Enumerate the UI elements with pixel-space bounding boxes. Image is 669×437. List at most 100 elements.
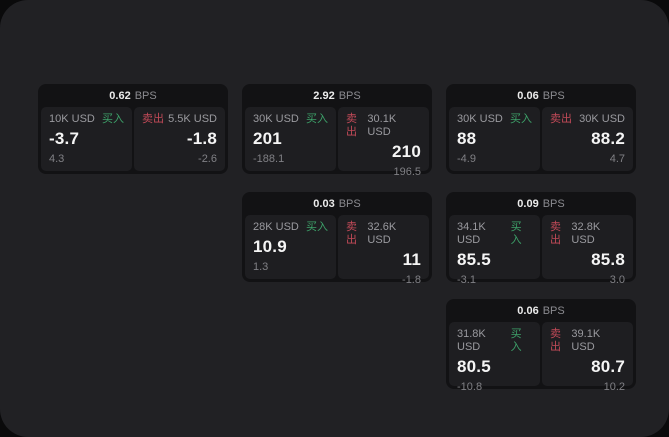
- sell-delta: -2.6: [198, 153, 217, 165]
- buy-quote-panel[interactable]: 30K USD 买入 201 -188.1: [245, 107, 336, 171]
- buy-delta: -3.1: [457, 274, 476, 286]
- sell-panel-top: 卖出 32.8K USD: [550, 221, 625, 247]
- buy-panel-top: 30K USD 买入: [457, 113, 532, 126]
- sell-label: 卖出: [346, 113, 357, 138]
- bps-value: 0.03: [313, 197, 335, 210]
- card-header: 0.62 BPS: [38, 84, 228, 107]
- buy-delta: -188.1: [253, 153, 285, 165]
- bps-unit-label: BPS: [542, 197, 565, 210]
- bps-unit-label: BPS: [338, 197, 361, 210]
- buy-panel-top: 31.8K USD 买入: [457, 328, 532, 354]
- bps-value: 0.06: [517, 89, 539, 102]
- sell-quote-panel[interactable]: 卖出 30.1K USD 210 196.5: [338, 107, 429, 178]
- buy-panel-top: 30K USD 买入: [253, 113, 328, 126]
- quote-panels: 10K USD 买入 -3.7 4.3 卖出 5.5K USD -1.8 -2.…: [38, 107, 228, 174]
- quote-card: 0.09 BPS 34.1K USD 买入 85.5 -3.1 卖出 32.8K…: [446, 192, 636, 286]
- buy-price: 201: [253, 129, 282, 148]
- buy-delta: -4.9: [457, 153, 476, 165]
- buy-price: -3.7: [49, 129, 80, 148]
- sell-quote-panel[interactable]: 卖出 32.8K USD 85.8 3.0: [542, 215, 633, 286]
- buy-delta: 1.3: [253, 261, 269, 273]
- card-header: 2.92 BPS: [242, 84, 432, 107]
- buy-notional: 31.8K USD: [457, 328, 486, 353]
- buy-quote-panel[interactable]: 10K USD 买入 -3.7 4.3: [41, 107, 132, 171]
- sell-panel-top: 卖出 39.1K USD: [550, 328, 625, 354]
- buy-label: 买入: [510, 113, 532, 125]
- quote-panels: 31.8K USD 买入 80.5 -10.8 卖出 39.1K USD 80.…: [446, 322, 636, 393]
- quote-card: 0.06 BPS 30K USD 买入 88 -4.9 卖出 30K USD 8…: [446, 84, 636, 174]
- quote-card: 0.62 BPS 10K USD 买入 -3.7 4.3 卖出 5.5K USD…: [38, 84, 228, 174]
- sell-notional: 32.8K USD: [571, 221, 601, 246]
- bps-unit-label: BPS: [134, 89, 157, 102]
- buy-label: 买入: [306, 221, 328, 233]
- sell-price: 210: [392, 142, 421, 161]
- sell-label: 卖出: [550, 328, 561, 353]
- quote-card: 2.92 BPS 30K USD 买入 201 -188.1 卖出 30.1K …: [242, 84, 432, 178]
- bps-value: 2.92: [313, 89, 335, 102]
- buy-delta: 4.3: [49, 153, 65, 165]
- card-header: 0.09 BPS: [446, 192, 636, 215]
- sell-notional: 5.5K USD: [168, 113, 217, 125]
- sell-panel-top: 卖出 30K USD: [550, 113, 625, 126]
- sell-label: 卖出: [550, 221, 561, 246]
- sell-panel-top: 卖出 30.1K USD: [346, 113, 421, 139]
- buy-notional: 30K USD: [457, 113, 503, 125]
- buy-label: 买入: [306, 113, 328, 125]
- card-header: 0.06 BPS: [446, 299, 636, 322]
- buy-quote-panel[interactable]: 31.8K USD 买入 80.5 -10.8: [449, 322, 540, 393]
- sell-quote-panel[interactable]: 卖出 39.1K USD 80.7 10.2: [542, 322, 633, 393]
- sell-notional: 32.6K USD: [367, 221, 397, 246]
- buy-label: 买入: [102, 113, 124, 125]
- sell-quote-panel[interactable]: 卖出 5.5K USD -1.8 -2.6: [134, 107, 225, 171]
- sell-price: 88.2: [591, 129, 625, 148]
- sell-panel-top: 卖出 32.6K USD: [346, 221, 421, 247]
- sell-delta: 10.2: [603, 381, 625, 393]
- quote-card: 0.03 BPS 28K USD 买入 10.9 1.3 卖出 32.6K US…: [242, 192, 432, 286]
- sell-quote-panel[interactable]: 卖出 30K USD 88.2 4.7: [542, 107, 633, 171]
- buy-price: 85.5: [457, 250, 491, 269]
- sell-label: 卖出: [142, 113, 164, 125]
- card-header: 0.03 BPS: [242, 192, 432, 215]
- sell-delta: -1.8: [402, 274, 421, 286]
- sell-price: -1.8: [186, 129, 217, 148]
- card-header: 0.06 BPS: [446, 84, 636, 107]
- sell-delta: 4.7: [609, 153, 625, 165]
- sell-notional: 30K USD: [579, 113, 625, 125]
- quote-card: 0.06 BPS 31.8K USD 买入 80.5 -10.8 卖出 39.1…: [446, 299, 636, 393]
- sell-delta: 196.5: [393, 166, 421, 178]
- sell-quote-panel[interactable]: 卖出 32.6K USD 11 -1.8: [338, 215, 429, 286]
- quote-panels: 30K USD 买入 201 -188.1 卖出 30.1K USD 210 1…: [242, 107, 432, 178]
- buy-label: 买入: [510, 328, 522, 353]
- buy-label: 买入: [510, 221, 522, 246]
- buy-notional: 30K USD: [253, 113, 299, 125]
- buy-panel-top: 34.1K USD 买入: [457, 221, 532, 247]
- sell-price: 11: [402, 250, 421, 269]
- buy-quote-panel[interactable]: 30K USD 买入 88 -4.9: [449, 107, 540, 171]
- buy-price: 88: [457, 129, 477, 148]
- sell-notional: 39.1K USD: [571, 328, 601, 353]
- buy-notional: 34.1K USD: [457, 221, 486, 246]
- sell-panel-top: 卖出 5.5K USD: [142, 113, 217, 126]
- quote-panels: 30K USD 买入 88 -4.9 卖出 30K USD 88.2 4.7: [446, 107, 636, 174]
- bps-unit-label: BPS: [542, 89, 565, 102]
- sell-price: 80.7: [591, 357, 625, 376]
- buy-panel-top: 10K USD 买入: [49, 113, 124, 126]
- buy-price: 10.9: [253, 237, 287, 256]
- sell-label: 卖出: [550, 113, 572, 125]
- buy-price: 80.5: [457, 357, 491, 376]
- sell-price: 85.8: [591, 250, 625, 269]
- bps-value: 0.09: [517, 197, 539, 210]
- sell-notional: 30.1K USD: [367, 113, 397, 138]
- bps-value: 0.06: [517, 304, 539, 317]
- buy-quote-panel[interactable]: 34.1K USD 买入 85.5 -3.1: [449, 215, 540, 286]
- bps-unit-label: BPS: [338, 89, 361, 102]
- buy-panel-top: 28K USD 买入: [253, 221, 328, 234]
- bps-value: 0.62: [109, 89, 131, 102]
- sell-delta: 3.0: [609, 274, 625, 286]
- buy-quote-panel[interactable]: 28K USD 买入 10.9 1.3: [245, 215, 336, 279]
- buy-notional: 28K USD: [253, 221, 299, 233]
- buy-notional: 10K USD: [49, 113, 95, 125]
- sell-label: 卖出: [346, 221, 357, 246]
- buy-delta: -10.8: [457, 381, 483, 393]
